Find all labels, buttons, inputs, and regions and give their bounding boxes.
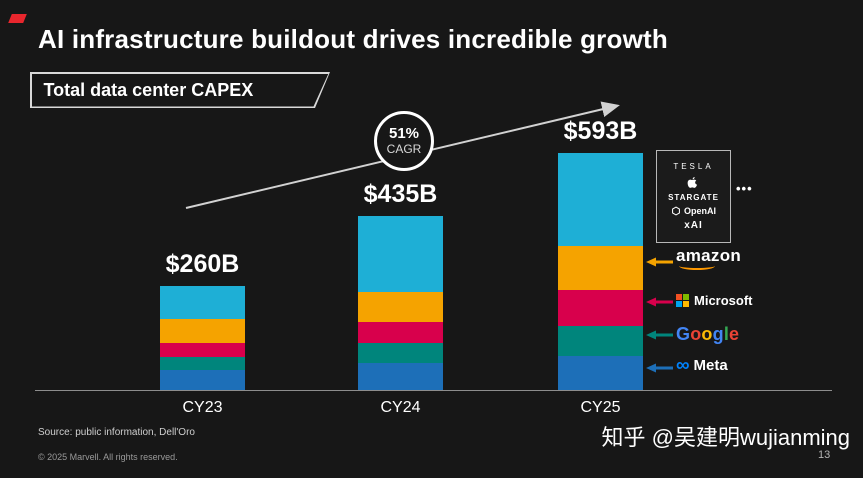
- slide-title: AI infrastructure buildout drives incred…: [38, 24, 668, 54]
- amazon-label: amazon: [676, 246, 742, 265]
- google-letter: G: [676, 324, 691, 344]
- google-letter: o: [690, 324, 702, 344]
- amazon-connector-arrow: [646, 257, 673, 267]
- subtitle-box: Total data center CAPEX: [30, 72, 330, 108]
- bar-segment-microsoft-cy24: [358, 321, 443, 344]
- microsoft-label: Microsoft: [694, 293, 753, 308]
- subtitle-label: Total data center CAPEX: [32, 74, 329, 107]
- bar-segment-others-tesla-apple-stargate-openai-xai-cy25: [558, 152, 643, 246]
- x-axis-label-cy24: CY24: [380, 399, 421, 416]
- bar-segment-google-cy25: [558, 326, 643, 356]
- bar-segment-amazon-cy24: [358, 292, 443, 322]
- bar-segment-meta-cy24: [358, 362, 443, 390]
- marvell-red-accent: [8, 14, 27, 23]
- cagr-label: CAGR: [386, 141, 422, 156]
- meta-label: Meta: [693, 357, 728, 374]
- xai-logo: xAI: [684, 220, 703, 231]
- bar-total-label-cy25: $593B: [563, 116, 638, 145]
- legend-ellipsis: •••: [736, 181, 753, 196]
- google-logo: Google: [676, 324, 739, 345]
- bar-segment-microsoft-cy25: [558, 290, 643, 326]
- microsoft-logo: Microsoft: [676, 293, 753, 308]
- bar-segment-meta-cy23: [160, 370, 245, 390]
- bar-segment-others-tesla-apple-stargate-openai-xai-cy23: [160, 286, 245, 319]
- google-letter: l: [723, 324, 730, 344]
- x-axis-label-cy25: CY25: [580, 399, 621, 416]
- apple-logo-icon: [687, 177, 698, 188]
- meta-infinity-icon: ∞: [676, 355, 690, 376]
- bar-segment-others-tesla-apple-stargate-openai-xai-cy24: [358, 216, 443, 293]
- meta-logo: ∞ Meta: [676, 356, 728, 375]
- meta-connector-arrow: [646, 363, 673, 373]
- bar-segment-google-cy24: [358, 343, 443, 363]
- legend-others-box: TESLA STARGATE OpenAI xAI: [656, 150, 731, 243]
- google-connector-arrow: [646, 330, 673, 340]
- stargate-logo: STARGATE: [668, 193, 719, 202]
- openai-label: OpenAI: [683, 206, 716, 216]
- tesla-logo: TESLA: [673, 162, 714, 171]
- bar-segment-google-cy23: [160, 357, 245, 371]
- microsoft-squares-icon: [676, 294, 689, 307]
- cagr-value: 51%: [388, 125, 420, 143]
- page-number: 13: [818, 449, 831, 461]
- amazon-smile-icon: [679, 262, 715, 270]
- bar-segment-microsoft-cy23: [160, 342, 245, 358]
- amazon-logo: amazon: [676, 246, 741, 270]
- bar-segment-amazon-cy25: [558, 246, 643, 290]
- bar-segment-meta-cy25: [558, 356, 643, 390]
- source-note: Source: public information, Dell'Oro: [38, 427, 195, 438]
- openai-hexagon-icon: [672, 206, 680, 216]
- zhihu-watermark: 知乎 @吴建明wujianming: [601, 425, 851, 450]
- x-axis-line: [35, 390, 832, 391]
- x-axis-label-cy23: CY23: [182, 399, 223, 416]
- google-letter: e: [729, 324, 740, 344]
- bar-segment-amazon-cy23: [160, 318, 245, 343]
- bar-total-label-cy24: $435B: [363, 180, 438, 208]
- cagr-badge: 51% CAGR: [374, 111, 434, 171]
- bar-total-label-cy23: $260B: [165, 250, 240, 278]
- openai-logo: OpenAI: [671, 206, 716, 216]
- copyright-note: © 2025 Marvell. All rights reserved.: [38, 452, 178, 462]
- google-letter: g: [712, 324, 724, 344]
- microsoft-connector-arrow: [646, 297, 673, 307]
- google-letter: o: [701, 324, 713, 344]
